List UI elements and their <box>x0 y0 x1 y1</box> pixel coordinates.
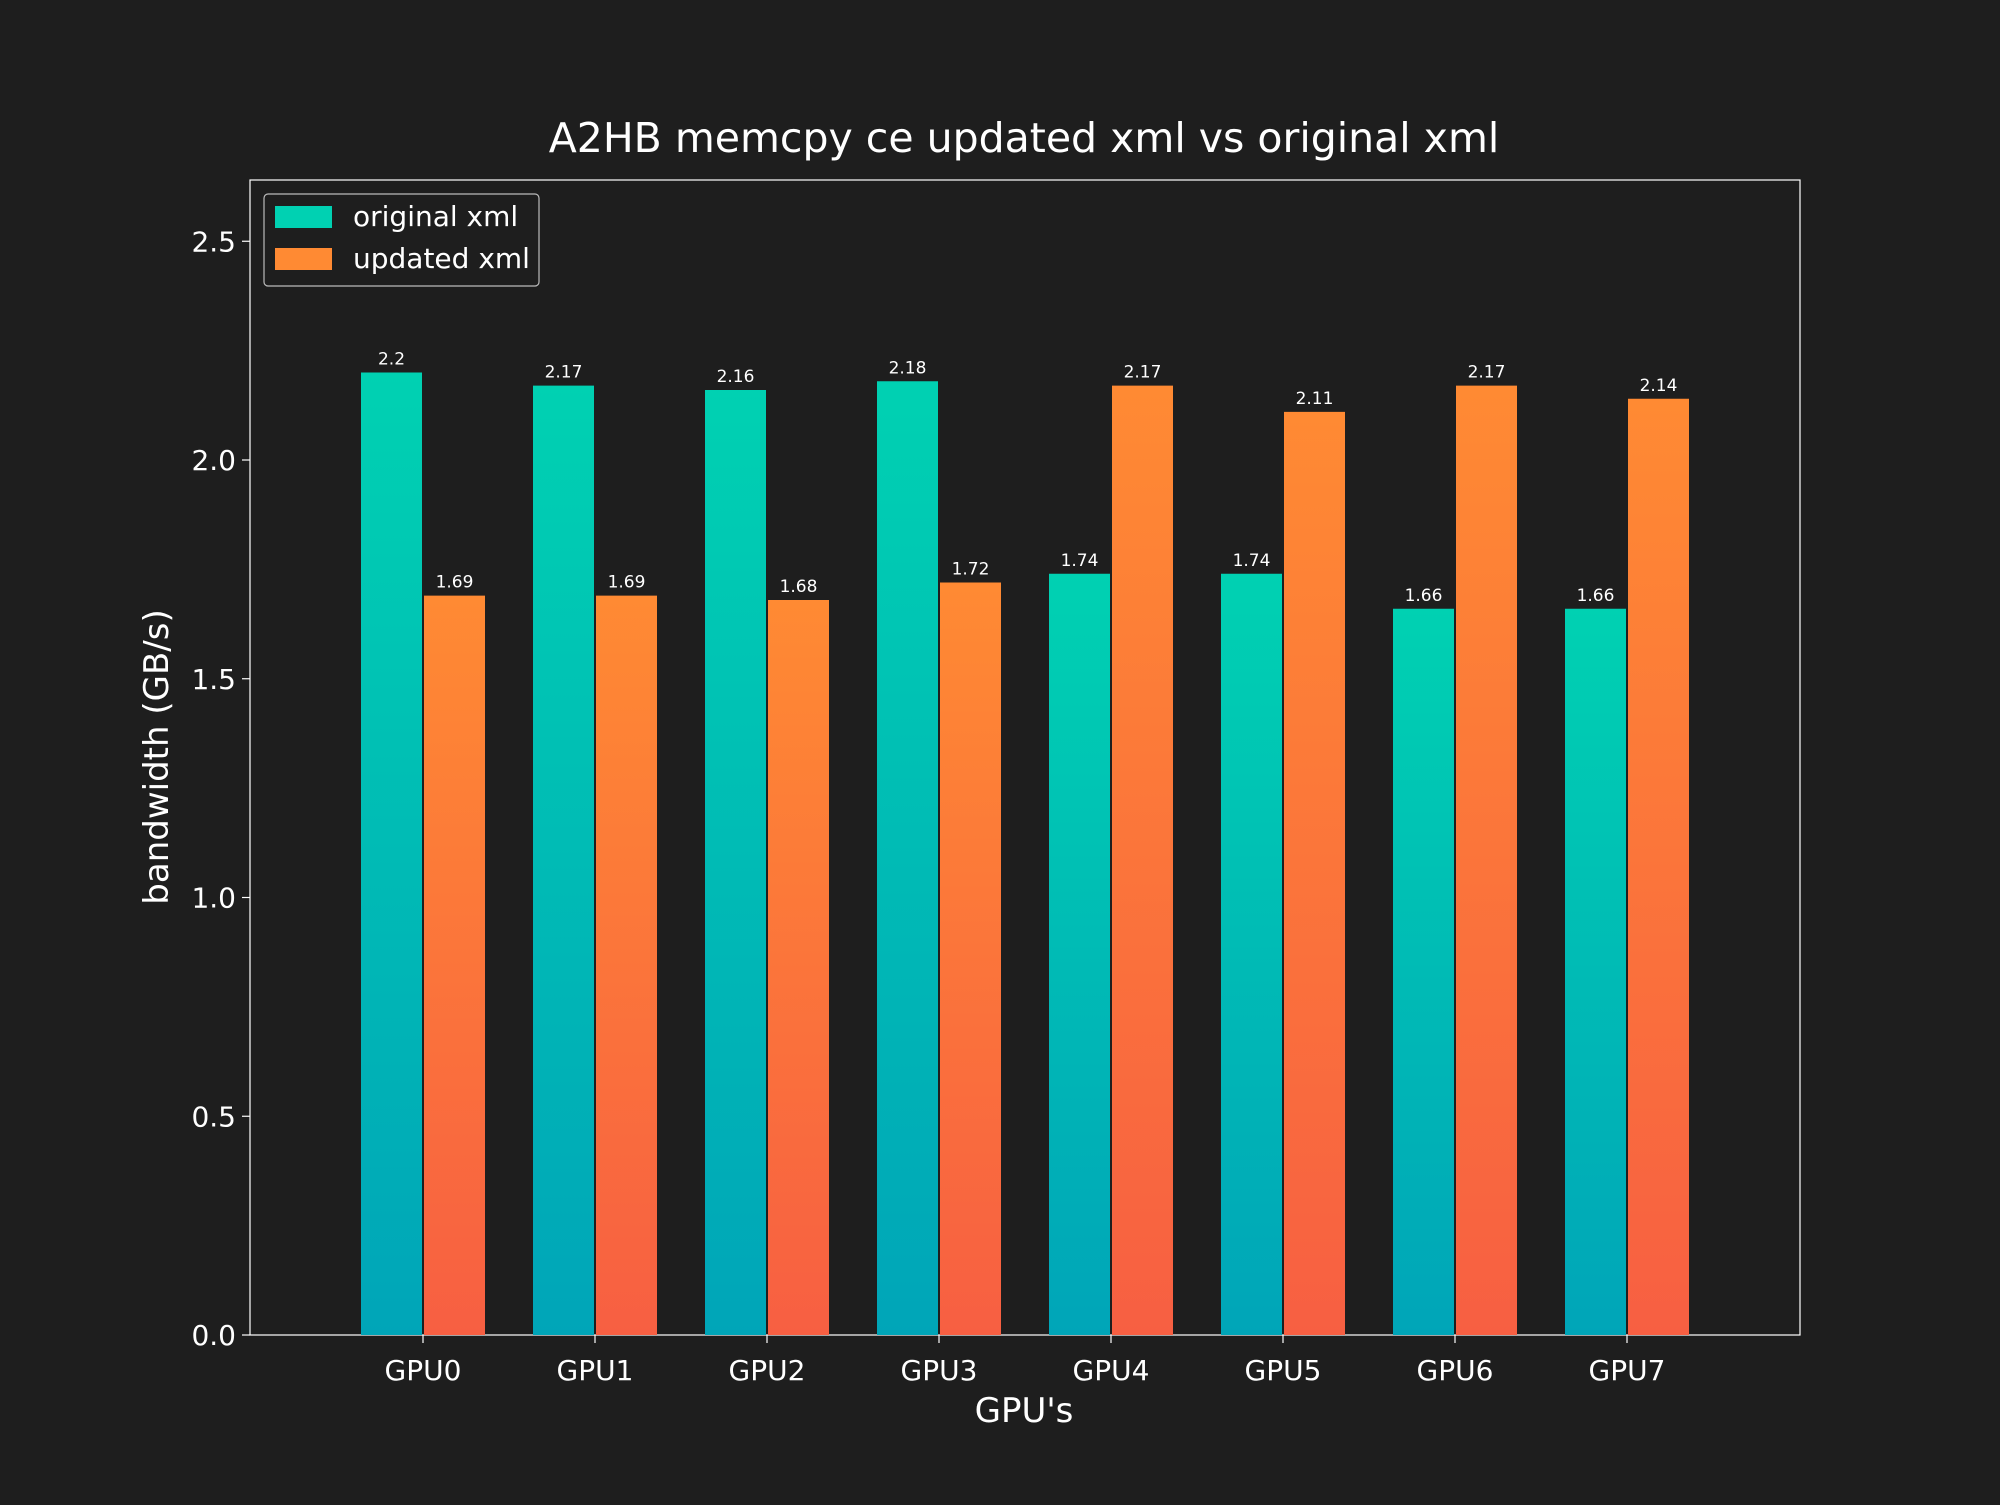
bar-value-label: 2.16 <box>717 367 755 387</box>
x-tick-label: GPU6 <box>1417 1354 1494 1387</box>
legend-swatch-original <box>275 206 332 228</box>
bar-value-label: 1.74 <box>1233 551 1271 571</box>
bar-original-xml <box>1221 573 1282 1335</box>
y-axis: 0.0 0.5 1.0 1.5 2.0 2.5 <box>191 225 250 1352</box>
bar-original-xml <box>877 381 938 1335</box>
bar-value-label: 1.72 <box>952 560 990 580</box>
chart-title: A2HB memcpy ce updated xml vs original x… <box>549 114 1500 162</box>
bar-value-label: 1.69 <box>436 573 474 593</box>
x-axis-label: GPU's <box>975 1391 1074 1431</box>
y-tick-label: 0.5 <box>191 1100 236 1133</box>
bar-updated-xml <box>940 582 1001 1335</box>
bar-updated-xml <box>1112 385 1173 1335</box>
y-tick-label: 1.0 <box>191 882 236 915</box>
bar-updated-xml <box>424 595 485 1335</box>
bar-value-label: 2.11 <box>1296 389 1334 409</box>
bar-value-label: 2.2 <box>378 350 405 370</box>
value-labels-group: 2.2 2.17 2.16 2.18 1.74 1.74 1.66 1.66 1.69 1.69 1… <box>378 350 1677 606</box>
x-tick-label: GPU3 <box>901 1354 978 1387</box>
bar-value-label: 1.74 <box>1061 551 1099 571</box>
legend-label-updated: updated xml <box>353 242 530 275</box>
bar-value-label: 1.69 <box>608 573 646 593</box>
x-axis: GPU0 GPU1 GPU2 GPU3 GPU4 GPU5 GPU6 GPU7 <box>385 1335 1666 1387</box>
bar-original-xml <box>1049 573 1110 1335</box>
bar-value-label: 2.14 <box>1640 376 1678 396</box>
x-tick-label: GPU2 <box>729 1354 806 1387</box>
bar-original-xml <box>1393 608 1454 1335</box>
x-tick-label: GPU5 <box>1245 1354 1322 1387</box>
bar-updated-xml <box>1456 385 1517 1335</box>
bar-updated-xml <box>768 600 829 1335</box>
bar-updated-xml <box>1628 398 1689 1335</box>
y-tick-label: 1.5 <box>191 663 236 696</box>
bar-value-label: 1.68 <box>780 577 818 597</box>
y-tick-label: 0.0 <box>191 1319 236 1352</box>
legend-label-original: original xml <box>353 200 518 233</box>
bar-original-xml <box>705 390 766 1335</box>
y-tick-label: 2.0 <box>191 444 236 477</box>
x-tick-label: GPU1 <box>557 1354 634 1387</box>
x-tick-label: GPU7 <box>1589 1354 1666 1387</box>
bar-value-label: 2.18 <box>889 358 927 378</box>
bar-original-xml <box>1565 608 1626 1335</box>
bar-updated-xml <box>1284 411 1345 1335</box>
bar-value-label: 2.17 <box>1124 363 1162 383</box>
bar-value-label: 2.17 <box>1468 363 1506 383</box>
bars-group <box>361 372 1689 1335</box>
bar-original-xml <box>361 372 422 1335</box>
legend-swatch-updated <box>275 248 332 270</box>
y-tick-label: 2.5 <box>191 225 236 258</box>
plot-frame <box>249 179 1801 1336</box>
bar-original-xml <box>533 385 594 1335</box>
y-axis-label: bandwidth (GB/s) <box>137 609 177 904</box>
x-tick-label: GPU4 <box>1073 1354 1150 1387</box>
x-tick-label: GPU0 <box>385 1354 462 1387</box>
bar-value-label: 1.66 <box>1577 586 1615 606</box>
legend-box <box>263 193 540 287</box>
legend: original xml updated xml <box>263 193 540 287</box>
bar-value-label: 1.66 <box>1405 586 1443 606</box>
bar-value-label: 2.17 <box>545 363 583 383</box>
bar-updated-xml <box>596 595 657 1335</box>
